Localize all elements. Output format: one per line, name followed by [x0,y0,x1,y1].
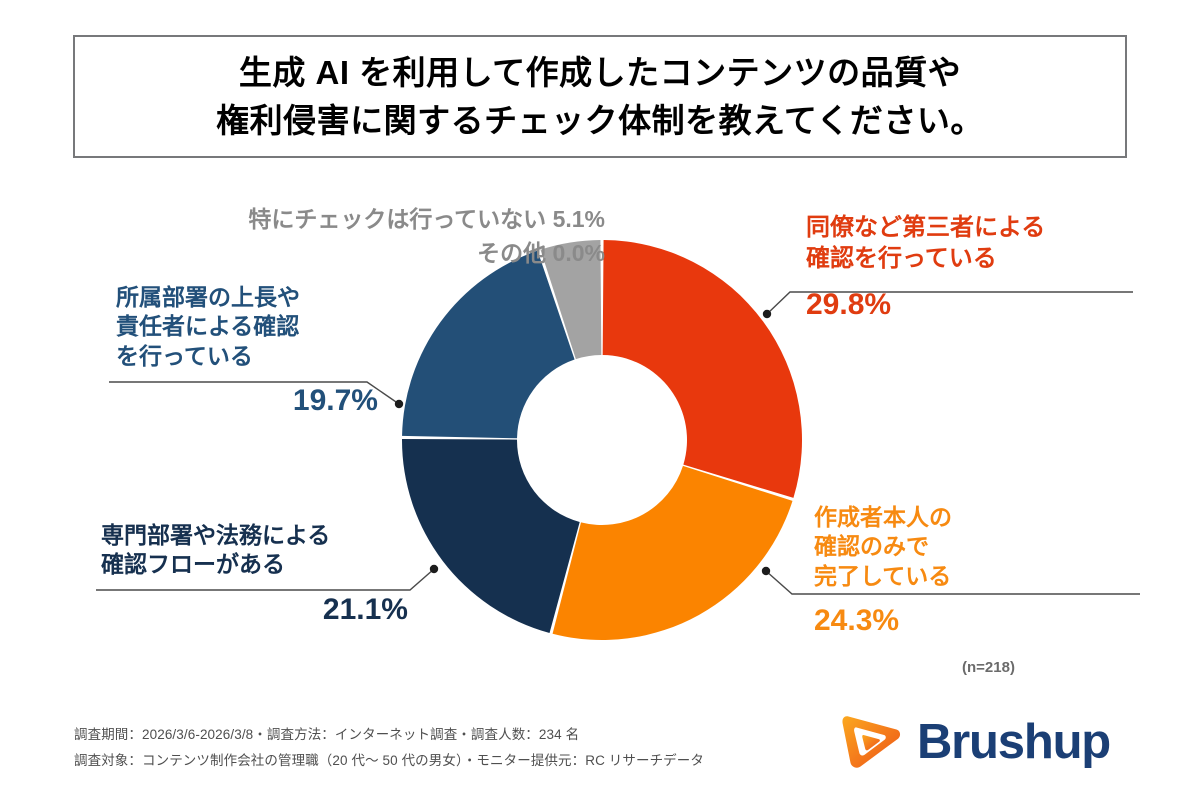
callout-third-party-percent: 29.8% [806,288,892,322]
leader-line-self-only [765,570,1140,595]
leader-line-supervisor [109,381,400,405]
leader-dot-legal-flow [429,564,439,574]
sample-size-label: (n=218) [962,659,1015,676]
donut-slice [540,240,602,360]
callout-supervisor-line-3: を行っている [116,342,253,369]
callout-gray-group: 特にチェックは行っていない 5.1% その他 0.0% [160,203,605,270]
survey-notes-line-1: 調査期間：2026/3/6-2026/3/8・調査方法：インターネット調査・調査… [74,727,580,742]
callout-third-party-line-1: 同僚など第三者による [806,214,1046,241]
donut-slices [402,240,802,640]
donut-slice [602,240,802,498]
donut-slice [552,465,793,640]
callout-self-only-line-2: 確認のみで [814,533,929,560]
callout-legal-flow-line-2: 確認フローがある [101,551,285,578]
donut-chart [402,240,802,640]
callout-self-only: 作成者本人の 確認のみで 完了している 24.3% [814,503,952,637]
callout-self-only-line-1: 作成者本人の [814,504,952,530]
callout-third-party-line-2: 確認を行っている [806,244,997,272]
survey-notes: 調査期間：2026/3/6-2026/3/8・調査方法：インターネット調査・調査… [74,722,704,775]
leader-line-legal-flow [96,568,435,591]
callout-supervisor-line-2: 責任者による確認 [116,313,300,340]
brushup-mark-icon [842,716,901,768]
leader-line-third-party [766,291,1133,315]
callout-self-only-line-3: 完了している [814,562,952,589]
donut-chart-svg [402,240,802,640]
callout-self-only-percent: 24.3% [814,604,900,638]
page-title-line-1: 生成 AI を利用して作成したコンテンツの品質や [238,53,962,91]
callout-third-party: 同僚など第三者による 確認を行っている 29.8% [806,213,1045,321]
callout-legal-flow: 専門部署や法務による 確認フローがある 21.1% [101,521,408,626]
callout-other: その他 0.0% [477,239,605,266]
callout-supervisor-line-1: 所属部署の上長や [116,284,300,310]
question-title-box: 生成 AI を利用して作成したコンテンツの品質や 権利侵害に関するチェック体制を… [73,35,1127,158]
leader-dot-supervisor [394,399,404,409]
leader-dot-self-only [761,566,771,576]
brushup-wordmark: Brushup [917,714,1111,769]
donut-slice [402,439,580,633]
callout-supervisor-percent: 19.7% [292,384,378,418]
brushup-mark-play-triangle [862,734,880,751]
callout-supervisor: 所属部署の上長や 責任者による確認 を行っている 19.7% [116,283,378,417]
callout-legal-flow-line-1: 専門部署や法務による [101,522,331,548]
donut-slice [402,250,575,439]
callout-legal-flow-percent: 21.1% [322,592,408,626]
leader-dot-third-party [762,309,772,319]
survey-notes-line-2: 調査対象：コンテンツ制作会社の管理職（20 代〜 50 代の男女）・モニター提供… [74,753,704,769]
page-title-line-2: 権利侵害に関するチェック体制を教えてください。 [216,101,984,139]
brushup-logo: Brushup [841,709,1131,775]
callout-no-check: 特にチェックは行っていない 5.1% [248,206,605,232]
